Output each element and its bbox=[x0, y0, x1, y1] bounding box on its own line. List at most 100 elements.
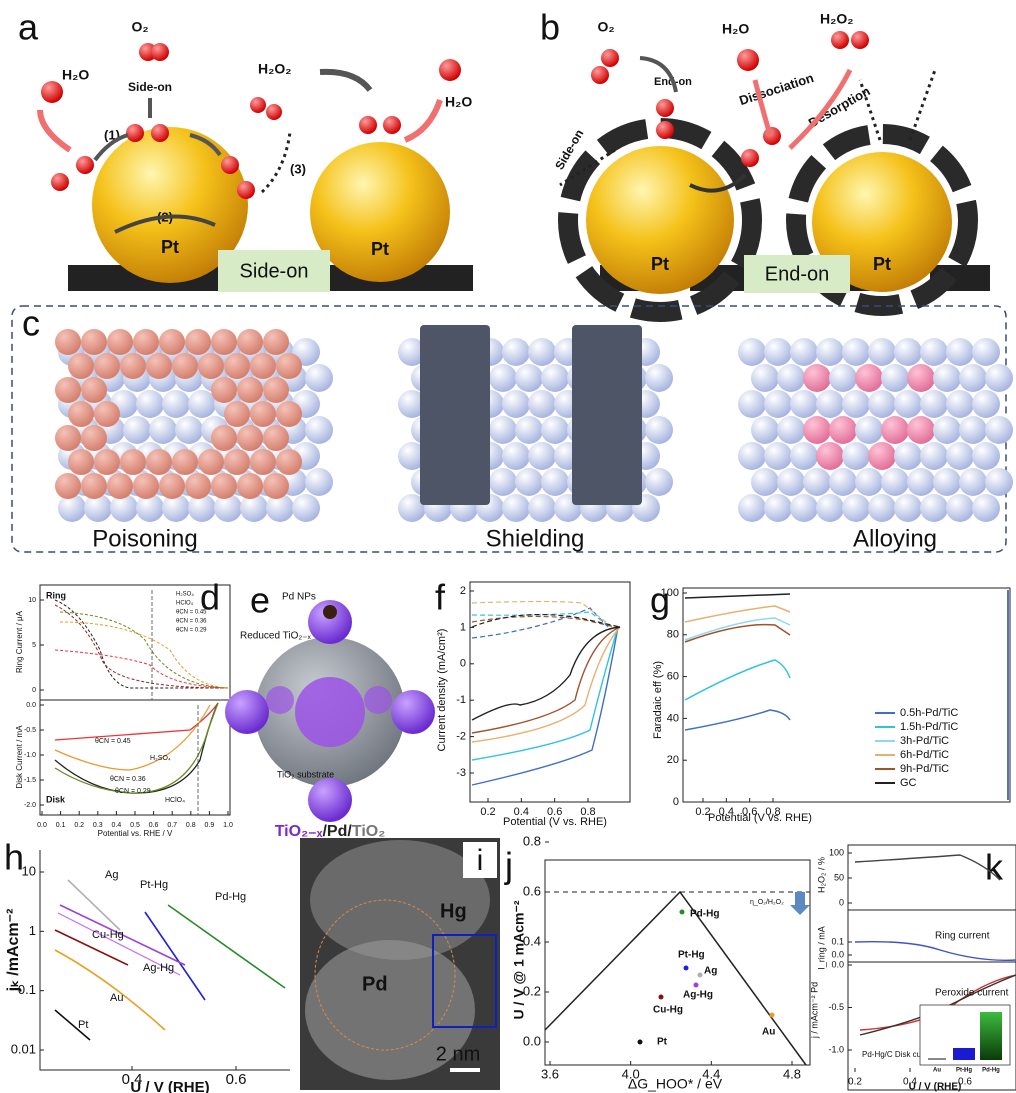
atom bbox=[528, 338, 556, 366]
x-tick-label: 4.8 bbox=[783, 1066, 801, 1081]
frame bbox=[11, 305, 1007, 553]
y-tick-label: 0.1 bbox=[18, 982, 36, 997]
disk-curve bbox=[471, 626, 621, 734]
atom bbox=[868, 494, 896, 522]
y-tick-label: 0.0 bbox=[523, 1033, 541, 1048]
atom bbox=[645, 364, 673, 392]
atom bbox=[959, 416, 987, 444]
atom bbox=[541, 468, 569, 496]
label: U / V (RHE) bbox=[130, 1079, 209, 1093]
atom bbox=[250, 97, 266, 113]
atom bbox=[645, 416, 673, 444]
label: End-on bbox=[765, 263, 830, 285]
atom bbox=[502, 390, 530, 418]
mode-box bbox=[744, 255, 850, 293]
atom bbox=[842, 390, 870, 418]
atom bbox=[133, 329, 159, 355]
atom bbox=[136, 390, 164, 418]
atom bbox=[162, 390, 190, 418]
arrow bbox=[93, 133, 129, 162]
atom bbox=[51, 173, 69, 191]
formula-part: TiO₂₋ₓ bbox=[275, 823, 323, 840]
shield-plate bbox=[572, 325, 642, 505]
formula: TiO₂₋ₓ/Pd/TiO₂ bbox=[275, 823, 386, 840]
x-tick-label: 0.4 bbox=[514, 806, 529, 818]
atom bbox=[221, 156, 239, 174]
atom bbox=[515, 468, 543, 496]
y-tick-label: 0.0 bbox=[26, 702, 36, 709]
atom bbox=[842, 338, 870, 366]
curve bbox=[54, 702, 219, 794]
arrow bbox=[403, 98, 443, 143]
label: H₂O bbox=[62, 67, 89, 83]
atom bbox=[172, 449, 198, 475]
atom bbox=[225, 690, 269, 734]
label: Hg bbox=[440, 900, 467, 922]
atom bbox=[489, 416, 517, 444]
arrow bbox=[189, 133, 222, 157]
atom bbox=[831, 31, 849, 49]
arrow bbox=[639, 56, 678, 93]
atom bbox=[541, 364, 569, 392]
atom bbox=[907, 416, 935, 444]
atom bbox=[263, 329, 289, 355]
kinetic-curve bbox=[54, 929, 129, 966]
atom bbox=[159, 473, 185, 499]
point-label: Ag bbox=[704, 966, 717, 977]
y-tick-label: 0 bbox=[32, 687, 36, 694]
x-tick-label: 0.3 bbox=[93, 822, 103, 829]
plot-frame bbox=[682, 587, 1011, 803]
atom bbox=[816, 338, 844, 366]
label: θCN = 0.45 bbox=[95, 738, 131, 745]
label: θCN = 0.36 bbox=[176, 619, 207, 625]
legend-label: GC bbox=[900, 777, 917, 789]
label: Disk Current / mA bbox=[15, 725, 24, 789]
fe-curve bbox=[684, 623, 791, 643]
label: H₂O₂ bbox=[820, 11, 853, 27]
atom bbox=[211, 425, 237, 451]
y-tick-label: 0 bbox=[839, 897, 844, 907]
label: Ring bbox=[46, 590, 66, 600]
atom bbox=[907, 364, 935, 392]
arrow bbox=[689, 173, 747, 193]
zoom-box bbox=[432, 934, 497, 1028]
atom bbox=[764, 390, 792, 418]
atom bbox=[68, 449, 94, 475]
y-tick-label: 5 bbox=[32, 642, 36, 649]
label: O₂ bbox=[597, 19, 614, 35]
atom bbox=[764, 442, 792, 470]
atom bbox=[68, 353, 94, 379]
reduced-patch bbox=[295, 677, 365, 747]
x-tick-label: 0.2 bbox=[480, 806, 495, 818]
y-tick-label: 0.0 bbox=[831, 949, 844, 959]
x-tick-label: 0.5 bbox=[130, 822, 140, 829]
atom bbox=[159, 329, 185, 355]
legend-label: 6h-Pd/TiC bbox=[900, 749, 949, 761]
atom bbox=[292, 494, 320, 522]
y-tick-label: 100 bbox=[829, 847, 844, 857]
plot-frame bbox=[469, 581, 631, 803]
label: Dissociation bbox=[737, 70, 815, 108]
arrow bbox=[260, 131, 292, 194]
x-tick-label: 0.0 bbox=[37, 822, 47, 829]
atom bbox=[790, 442, 818, 470]
y-tick-label: 2 bbox=[460, 585, 466, 597]
label: Side-on bbox=[128, 80, 172, 94]
label: U / V @ 1 mAcm⁻² bbox=[511, 900, 527, 1019]
atom bbox=[84, 494, 112, 522]
y-tick-label: 0.4 bbox=[523, 933, 541, 948]
atom bbox=[972, 442, 1000, 470]
atom bbox=[894, 338, 922, 366]
atom bbox=[94, 449, 120, 475]
atom bbox=[439, 59, 461, 81]
legend-label: 1.5h-Pd/TiC bbox=[900, 721, 958, 733]
atom bbox=[881, 364, 909, 392]
y-tick-label: -2.0 bbox=[24, 802, 36, 809]
label: Reduced TiO₂₋ₓ bbox=[240, 631, 312, 642]
atom bbox=[68, 401, 94, 427]
point-label: Pt bbox=[657, 1037, 668, 1048]
atom bbox=[489, 364, 517, 392]
atom bbox=[250, 449, 276, 475]
atom bbox=[41, 81, 63, 103]
atom bbox=[763, 127, 781, 145]
